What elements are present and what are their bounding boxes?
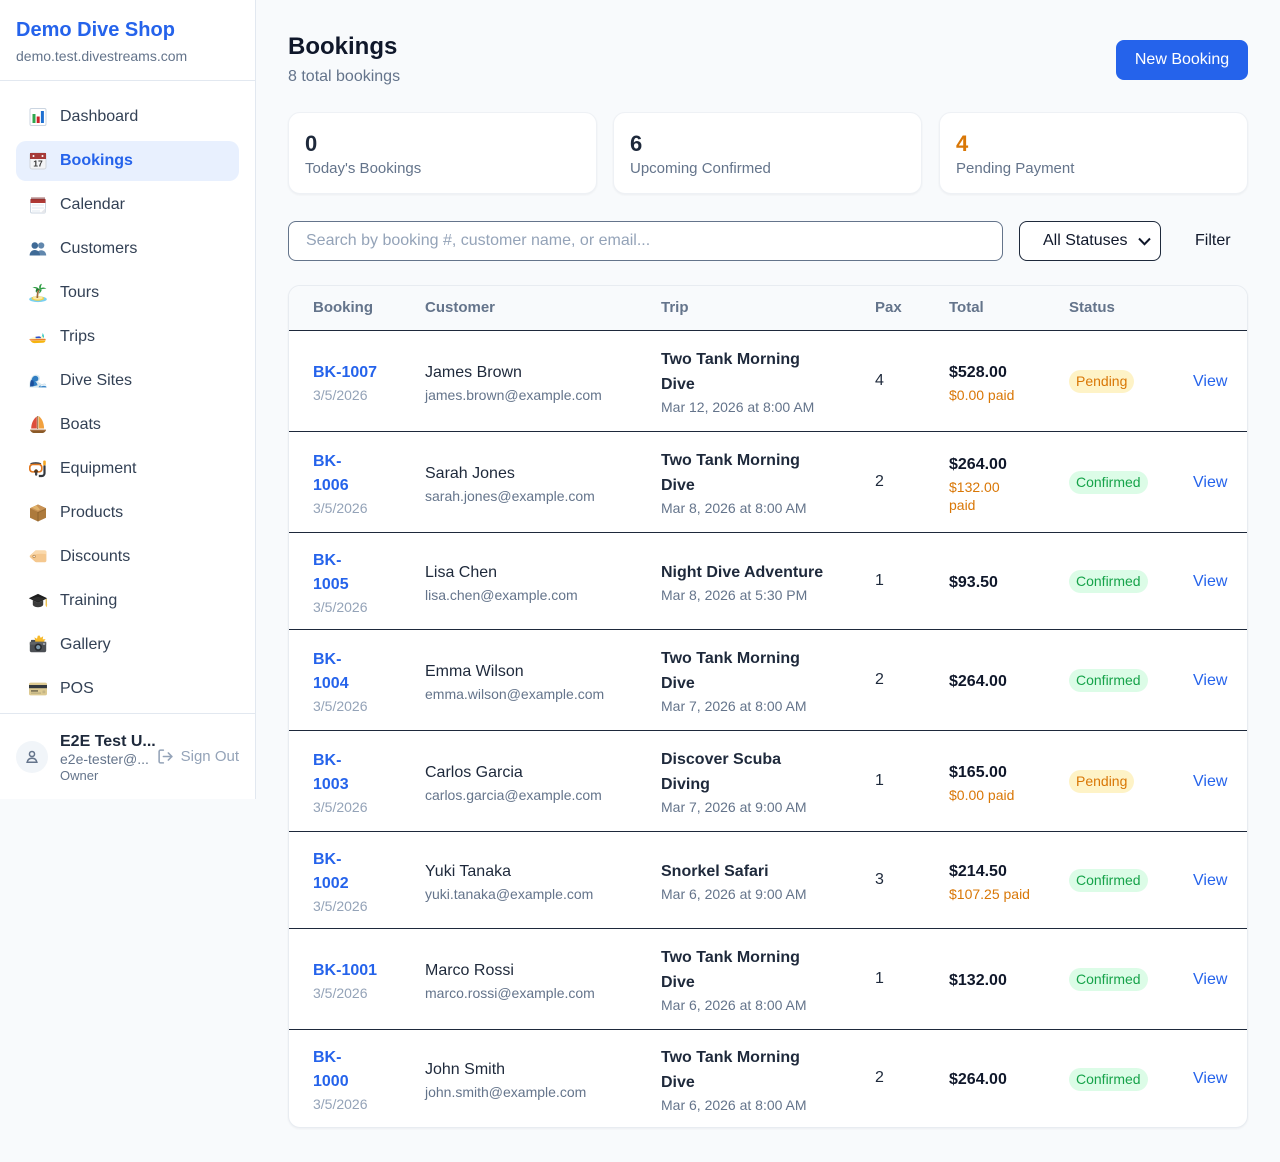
svg-text:17: 17 xyxy=(33,159,43,169)
